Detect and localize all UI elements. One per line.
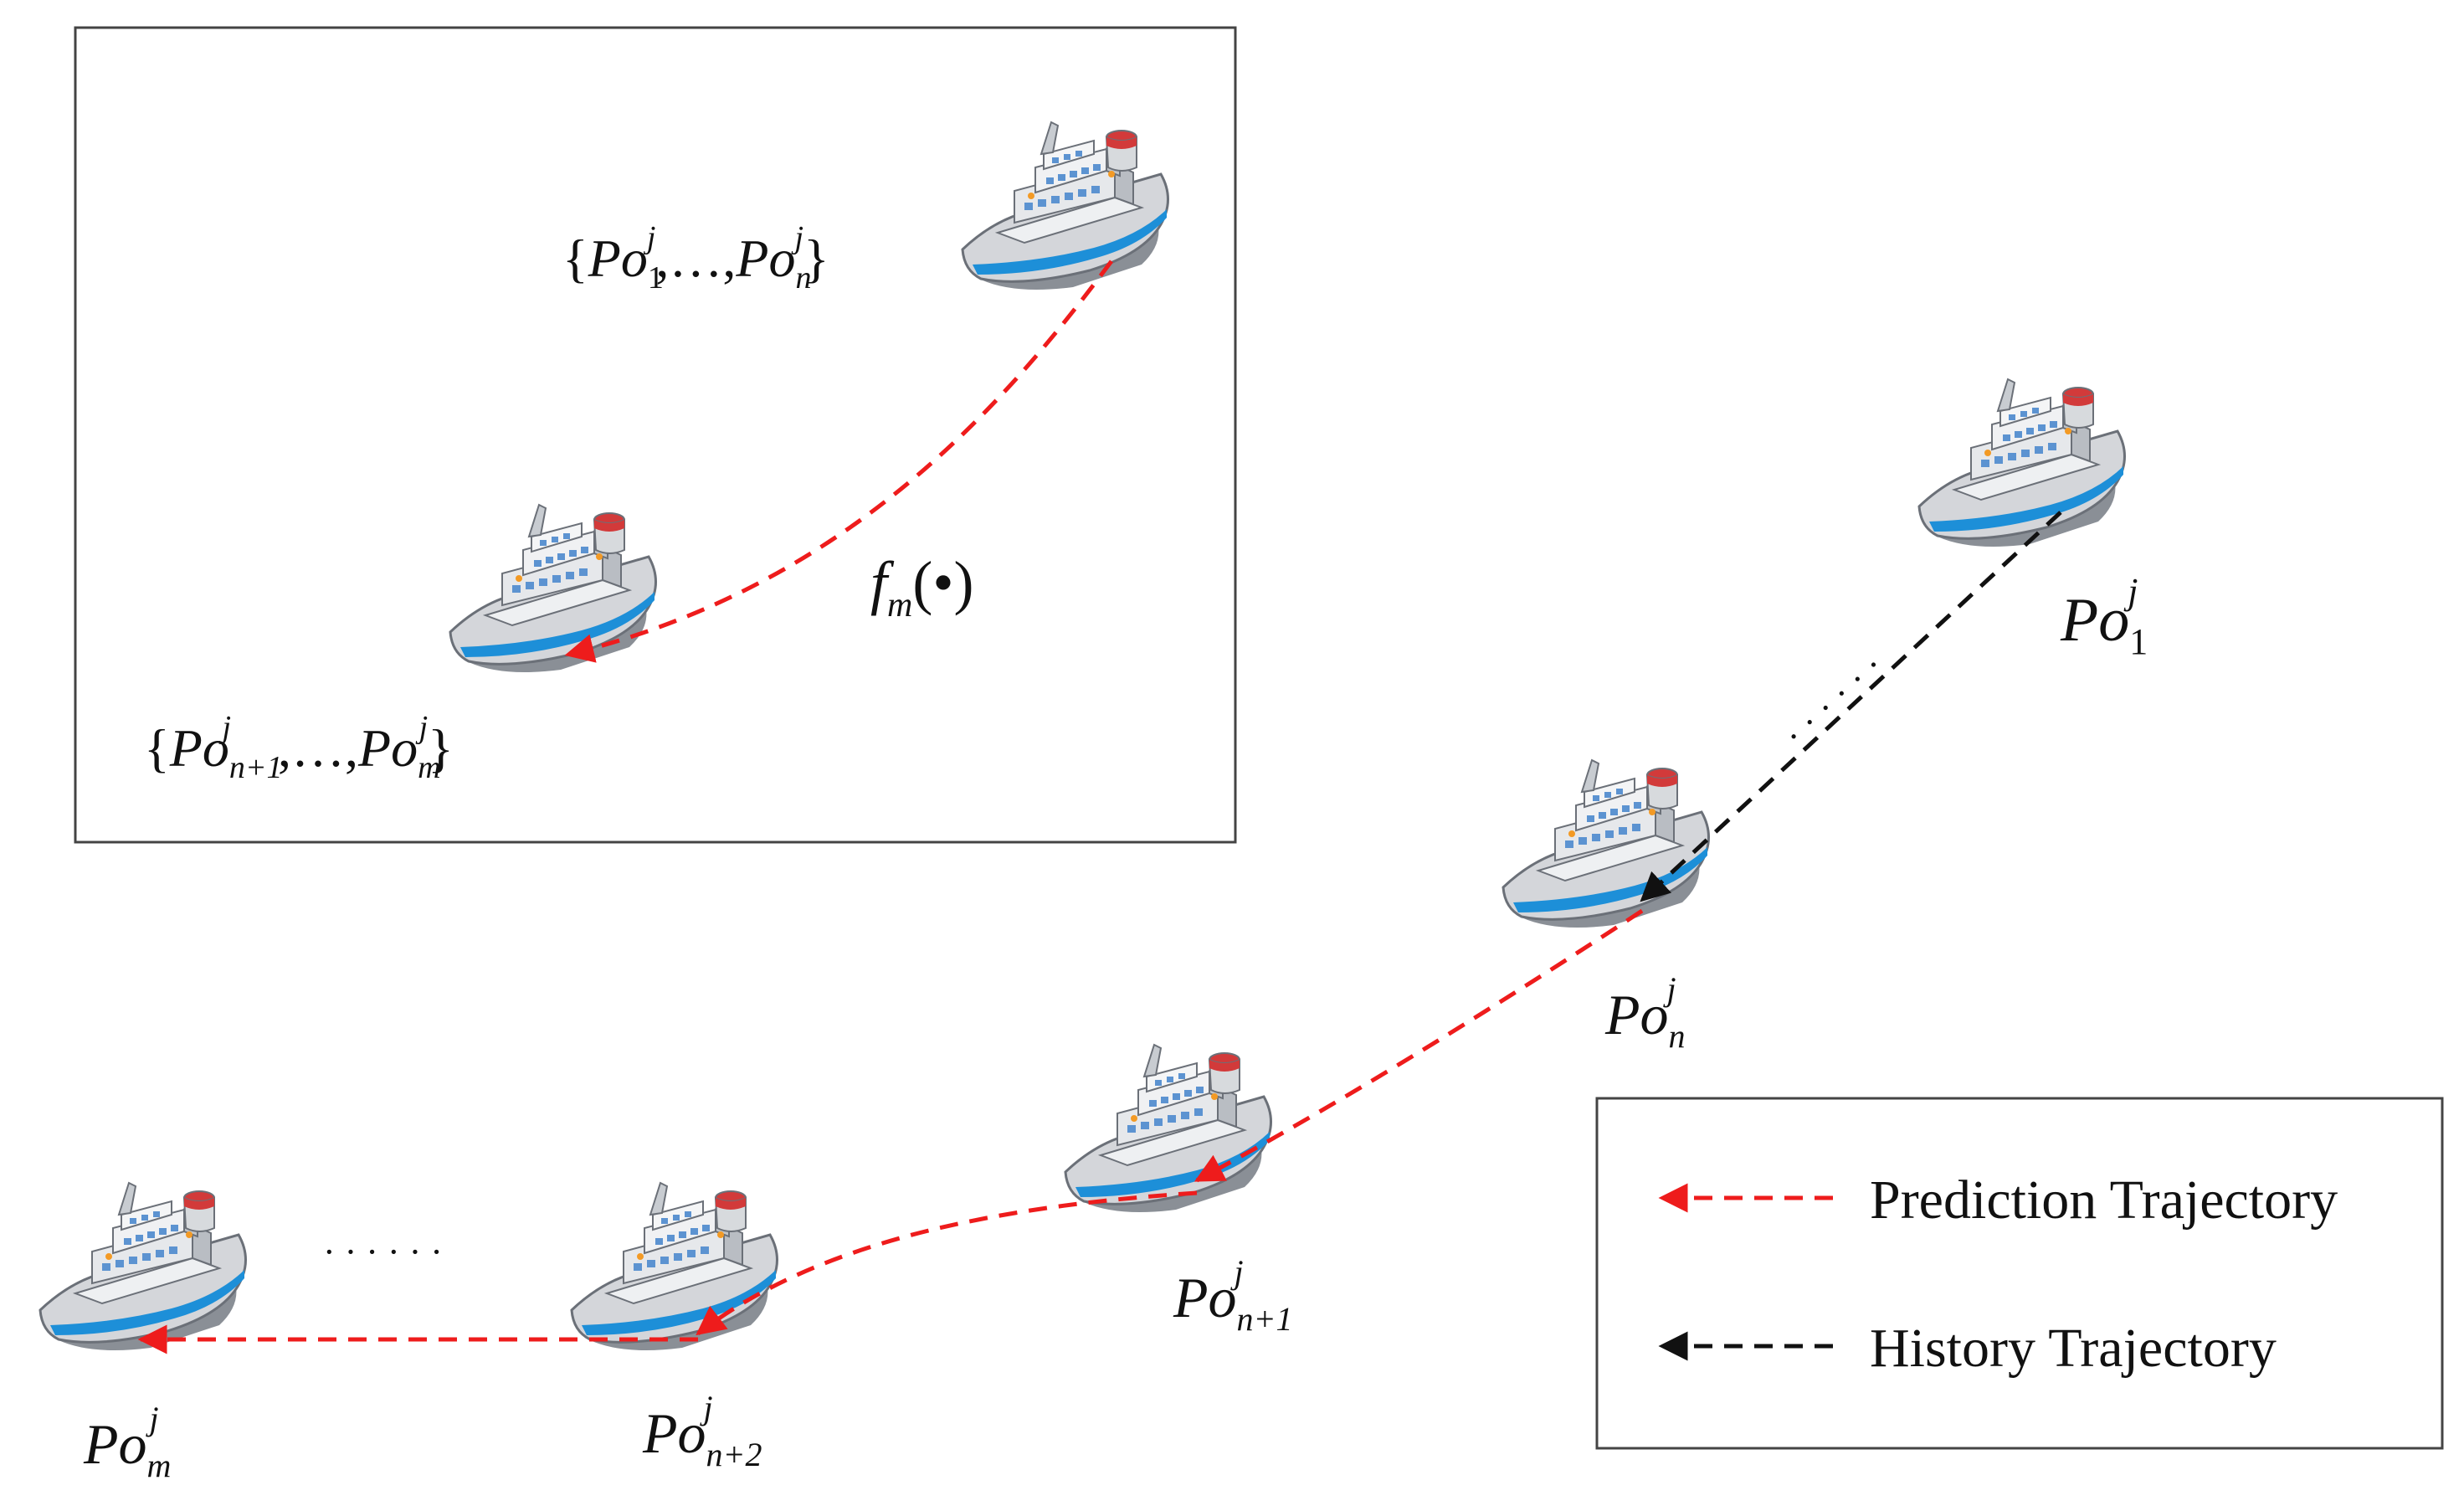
legend-prediction-label: Prediction Trajectory xyxy=(1870,1169,2338,1231)
legend: Prediction Trajectory History Trajectory xyxy=(1595,1097,2444,1450)
ship-po-n2 xyxy=(570,1181,778,1352)
label-po-n: Ponj xyxy=(1604,970,1686,1055)
label-po-n2: Pon+2j xyxy=(642,1389,762,1473)
inset-ship-start xyxy=(961,121,1169,291)
legend-history-label: History Trajectory xyxy=(1870,1318,2277,1379)
label-po-n1: Pon+1j xyxy=(1173,1253,1293,1338)
ship-po-n1 xyxy=(1064,1043,1272,1214)
ellipsis-history: · · · · · · xyxy=(1775,645,1892,756)
history-trajectory xyxy=(1640,511,2062,902)
label-po-1: Po1j xyxy=(2060,571,2148,662)
inset-box xyxy=(74,26,1237,844)
ship-po-n xyxy=(1502,758,1710,929)
inset-prediction-curve xyxy=(564,260,1114,663)
prediction-segment-1 xyxy=(1194,908,1644,1183)
prediction-segment-2 xyxy=(696,1190,1198,1336)
inset-ship-end xyxy=(449,503,657,674)
ship-po-1 xyxy=(1917,378,2126,548)
ship-po-m xyxy=(38,1181,247,1352)
ellipsis-prediction: · · · · · · xyxy=(323,1231,443,1272)
inset-bottom-label: {Pon+1j ,…,Pomj} xyxy=(144,710,454,785)
legend-box xyxy=(1595,1097,2444,1450)
label-po-m: Pomj xyxy=(83,1400,171,1484)
inset-top-label: {Po1j,…,Ponj} xyxy=(562,220,829,296)
function-label: fm(•) xyxy=(870,549,974,625)
